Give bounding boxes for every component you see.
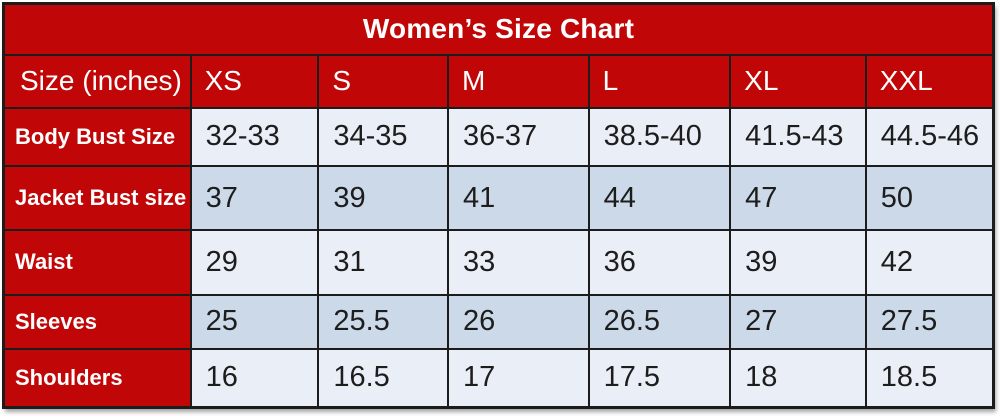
size-cell: 44.5-46	[864, 106, 995, 168]
table-row-jacket-bust: Jacket Bust size 37 39 41 44 47 50	[2, 165, 995, 231]
size-cell: 41	[447, 165, 590, 231]
size-cell: 42	[864, 228, 995, 296]
size-cell: 44	[587, 165, 732, 231]
size-cell: 26	[447, 293, 590, 350]
table-row-body-bust: Body Bust Size 32-33 34-35 36-37 38.5-40…	[2, 106, 995, 168]
size-cell: 17.5	[587, 347, 732, 409]
size-cell: 47	[729, 165, 867, 231]
size-chart-table: Women’s Size Chart Size (inches) XS S M …	[2, 2, 995, 409]
column-header-size-inches: Size (inches)	[2, 53, 192, 109]
row-label-jacket-bust: Jacket Bust size	[2, 165, 192, 231]
column-header-s: S	[317, 53, 449, 109]
size-cell: 26.5	[587, 293, 732, 350]
size-cell: 18	[729, 347, 867, 409]
size-cell: 32-33	[189, 106, 320, 168]
size-cell: 39	[317, 165, 449, 231]
table-row-shoulders: Shoulders 16 16.5 17 17.5 18 18.5	[2, 347, 995, 409]
row-label-sleeves: Sleeves	[2, 293, 192, 350]
row-label-waist: Waist	[2, 228, 192, 296]
column-header-m: M	[447, 53, 590, 109]
column-header-xl: XL	[729, 53, 867, 109]
size-cell: 50	[864, 165, 995, 231]
size-cell: 25	[189, 293, 320, 350]
table-row-waist: Waist 29 31 33 36 39 42	[2, 228, 995, 296]
size-cell: 16	[189, 347, 320, 409]
size-cell: 17	[447, 347, 590, 409]
row-label-shoulders: Shoulders	[2, 347, 192, 409]
size-cell: 18.5	[864, 347, 995, 409]
size-cell: 36-37	[447, 106, 590, 168]
size-cell: 33	[447, 228, 590, 296]
size-cell: 34-35	[317, 106, 449, 168]
column-header-xxl: XXL	[864, 53, 995, 109]
table-row-sleeves: Sleeves 25 25.5 26 26.5 27 27.5	[2, 293, 995, 350]
size-cell: 38.5-40	[587, 106, 732, 168]
size-cell: 27	[729, 293, 867, 350]
size-cell: 36	[587, 228, 732, 296]
size-cell: 37	[189, 165, 320, 231]
size-cell: 31	[317, 228, 449, 296]
row-label-body-bust: Body Bust Size	[2, 106, 192, 168]
size-cell: 41.5-43	[729, 106, 867, 168]
column-header-l: L	[587, 53, 732, 109]
size-cell: 27.5	[864, 293, 995, 350]
size-cell: 16.5	[317, 347, 449, 409]
size-cell: 39	[729, 228, 867, 296]
chart-title: Women’s Size Chart	[2, 2, 995, 56]
column-header-xs: XS	[189, 53, 320, 109]
column-header-row: Size (inches) XS S M L XL XXL	[2, 53, 995, 109]
title-row: Women’s Size Chart	[2, 2, 995, 56]
size-cell: 29	[189, 228, 320, 296]
size-cell: 25.5	[317, 293, 449, 350]
